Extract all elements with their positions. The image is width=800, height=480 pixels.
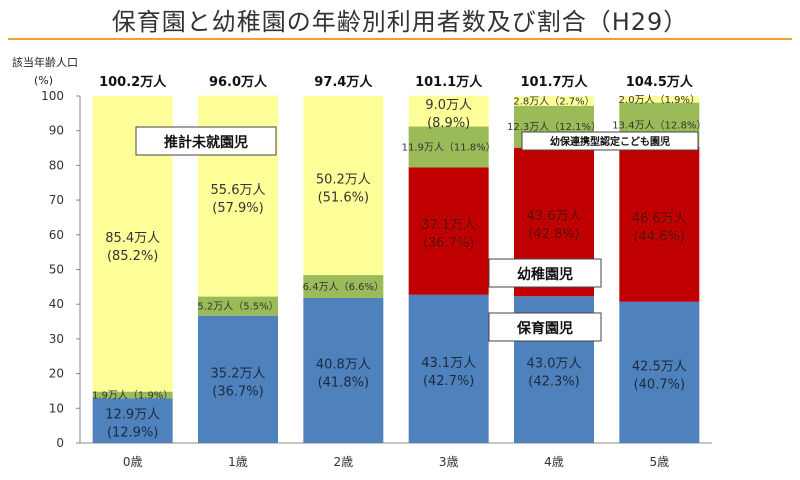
bar-segment-kodomoen xyxy=(92,391,173,399)
data-label-mishugaku: 2.8万人（2.7%） xyxy=(513,96,594,108)
data-label-yochien: (36.7%) xyxy=(423,236,474,251)
y-tick-label: 10 xyxy=(49,401,64,415)
data-label-yochien: 46.6万人 xyxy=(632,211,687,226)
callout-kodomoen-box xyxy=(521,131,699,151)
bar-segment-hoikuen xyxy=(198,315,278,443)
callout-hoikuen-box xyxy=(488,312,602,342)
data-label-mishugaku: 55.6万人 xyxy=(211,183,266,198)
data-label-hoikuen: 42.5万人 xyxy=(632,359,687,374)
bar-segment-hoikuen xyxy=(619,301,700,443)
x-tick-label: 0歳 xyxy=(123,455,143,469)
callout-kodomoen: 幼保連携型認定こども園児 xyxy=(550,135,670,148)
bar-segment-kodomoen xyxy=(408,126,489,168)
bar-segment-kodomoen xyxy=(198,296,278,316)
total-label: 100.2万人 xyxy=(99,74,167,90)
y-tick-label: 90 xyxy=(49,124,64,138)
y-tick-label: 60 xyxy=(49,228,64,242)
y-tick-label: 30 xyxy=(49,332,64,346)
total-label: 97.4万人 xyxy=(314,74,373,90)
x-tick-label: 5歳 xyxy=(650,455,670,469)
y-tick-label: 100 xyxy=(41,89,64,103)
data-label-hoikuen: (42.7%) xyxy=(423,374,474,389)
data-label-hoikuen: (36.7%) xyxy=(212,384,263,399)
data-label-kodomoen: 11.9万人（11.8%） xyxy=(402,142,496,154)
callout-mishugaku-box xyxy=(135,126,277,156)
data-label-mishugaku: 50.2万人 xyxy=(316,173,371,188)
data-label-mishugaku: (51.6%) xyxy=(318,191,369,206)
title-underline xyxy=(8,38,792,40)
data-label-hoikuen: (12.9%) xyxy=(107,426,158,441)
data-label-yochien: 43.6万人 xyxy=(527,209,582,224)
data-label-mishugaku: (85.2%) xyxy=(107,249,158,264)
total-label: 96.0万人 xyxy=(209,74,268,90)
bar-segment-mishugaku xyxy=(408,95,489,127)
data-label-kodomoen: 13.4万人（12.8%） xyxy=(612,119,706,131)
y-tick-label: 40 xyxy=(49,297,64,311)
total-label: 101.7万人 xyxy=(520,74,588,90)
data-label-mishugaku: 2.0万人（1.9%） xyxy=(619,94,700,106)
bar-segment-yochien xyxy=(408,167,489,295)
x-tick-label: 3歳 xyxy=(439,455,459,469)
population-label: 該当年齢人口 xyxy=(12,55,78,69)
data-label-hoikuen: (42.3%) xyxy=(528,375,579,390)
data-label-hoikuen: 35.2万人 xyxy=(211,366,266,381)
data-label-mishugaku: (8.9%) xyxy=(427,116,470,131)
data-label-kodomoen: 6.4万人（6.6%） xyxy=(303,281,384,293)
y-tick-label: 80 xyxy=(49,158,64,172)
bar-segment-hoikuen xyxy=(303,297,384,443)
y-tick-label: 0 xyxy=(56,436,64,450)
callout-yochien: 幼稚園児 xyxy=(517,266,573,283)
data-label-kodomoen: 5.2万人（5.5%） xyxy=(197,301,278,313)
y-axis-unit: (%) xyxy=(34,74,53,87)
data-label-hoikuen: 12.9万人 xyxy=(105,408,160,423)
y-tick-label: 50 xyxy=(49,263,64,277)
x-tick-label: 1歳 xyxy=(228,455,248,469)
data-label-hoikuen: 43.1万人 xyxy=(421,356,476,371)
bar-segment-mishugaku xyxy=(514,96,594,106)
data-label-yochien: (44.6%) xyxy=(634,229,685,244)
data-label-hoikuen: (41.8%) xyxy=(318,375,369,390)
data-label-mishugaku: 85.4万人 xyxy=(105,231,160,246)
y-tick-label: 70 xyxy=(49,193,64,207)
bar-segment-yochien xyxy=(619,147,700,302)
data-label-hoikuen: 40.8万人 xyxy=(316,357,371,372)
callout-yochien-box xyxy=(488,258,602,288)
x-tick-label: 4歳 xyxy=(544,455,564,469)
data-label-mishugaku: (57.9%) xyxy=(212,201,263,216)
y-tick-label: 20 xyxy=(49,367,64,381)
data-label-hoikuen: (40.7%) xyxy=(634,377,685,392)
data-label-kodomoen: 12.3万人（12.1%） xyxy=(507,121,601,133)
callout-mishugaku: 推計未就園児 xyxy=(164,134,248,151)
total-label: 104.5万人 xyxy=(626,74,694,90)
data-label-yochien: (42.8%) xyxy=(528,227,579,242)
page-title: 保育園と幼稚園の年齢別利用者数及び割合（H29） xyxy=(111,8,689,36)
bar-segment-kodomoen xyxy=(303,275,384,298)
callout-hoikuen: 保育園児 xyxy=(516,320,573,337)
data-label-hoikuen: 43.0万人 xyxy=(527,357,582,372)
bar-segment-mishugaku xyxy=(619,96,700,103)
total-label: 101.1万人 xyxy=(415,74,483,90)
data-label-yochien: 37.1万人 xyxy=(421,218,476,233)
x-tick-label: 2歳 xyxy=(334,455,354,469)
bar-segment-mishugaku xyxy=(303,96,384,276)
data-label-kodomoen: 1.9万人（1.9%） xyxy=(92,389,173,401)
bar-segment-hoikuen xyxy=(92,398,173,443)
data-label-mishugaku: 9.0万人 xyxy=(425,98,472,113)
bar-segment-hoikuen xyxy=(408,294,489,443)
